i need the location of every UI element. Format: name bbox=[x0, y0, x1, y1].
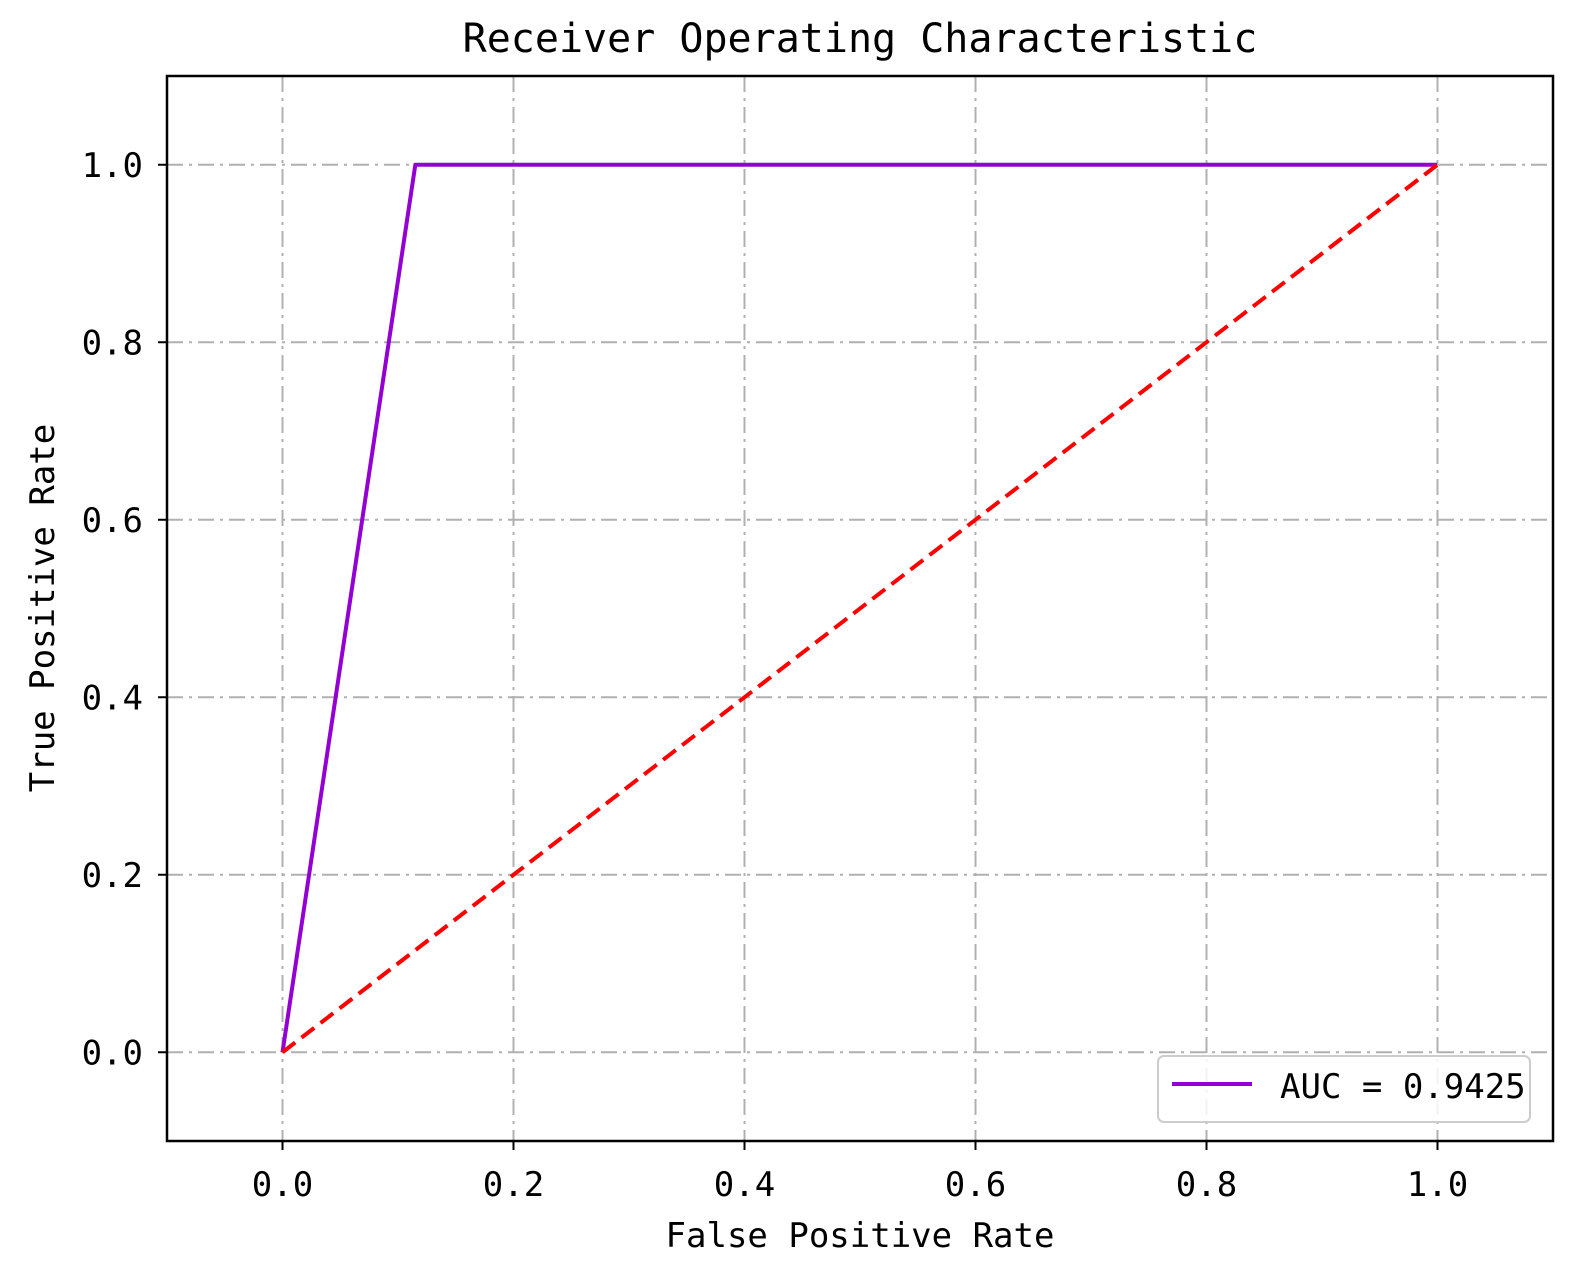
x-tick-label: 0.6 bbox=[945, 1165, 1006, 1205]
x-axis-label: False Positive Rate bbox=[666, 1216, 1055, 1256]
y-tick-label: 1.0 bbox=[82, 146, 143, 186]
x-tick-label: 0.0 bbox=[252, 1165, 313, 1205]
legend: AUC = 0.9425 bbox=[1157, 1055, 1531, 1123]
chart-title: Receiver Operating Characteristic bbox=[463, 16, 1258, 62]
y-tick-label: 0.8 bbox=[82, 323, 143, 363]
x-tick-label: 1.0 bbox=[1407, 1165, 1468, 1205]
x-tick-label: 0.2 bbox=[483, 1165, 544, 1205]
y-tick-label: 0.4 bbox=[82, 678, 143, 718]
y-tick-label: 0.6 bbox=[82, 501, 143, 541]
legend-box bbox=[1157, 1055, 1531, 1123]
y-tick-label: 0.2 bbox=[82, 856, 143, 896]
x-tick-label: 0.4 bbox=[714, 1165, 775, 1205]
axis-ticks: 0.0 0.2 0.4 0.6 0.8 1.0 0.0 0.2 0.4 0.6 0.8 1.0 bbox=[82, 146, 1469, 1205]
x-tick-label: 0.8 bbox=[1176, 1165, 1237, 1205]
chance-diagonal-line bbox=[281, 163, 1439, 1054]
y-axis-label: True Positive Rate bbox=[23, 424, 63, 792]
y-tick-label: 0.0 bbox=[82, 1033, 143, 1073]
legend-label-auc: AUC = 0.9425 bbox=[1280, 1067, 1526, 1107]
series-group bbox=[280, 162, 1439, 1054]
plot-frame bbox=[165, 74, 1555, 1143]
roc-curve-line bbox=[280, 162, 1438, 1053]
